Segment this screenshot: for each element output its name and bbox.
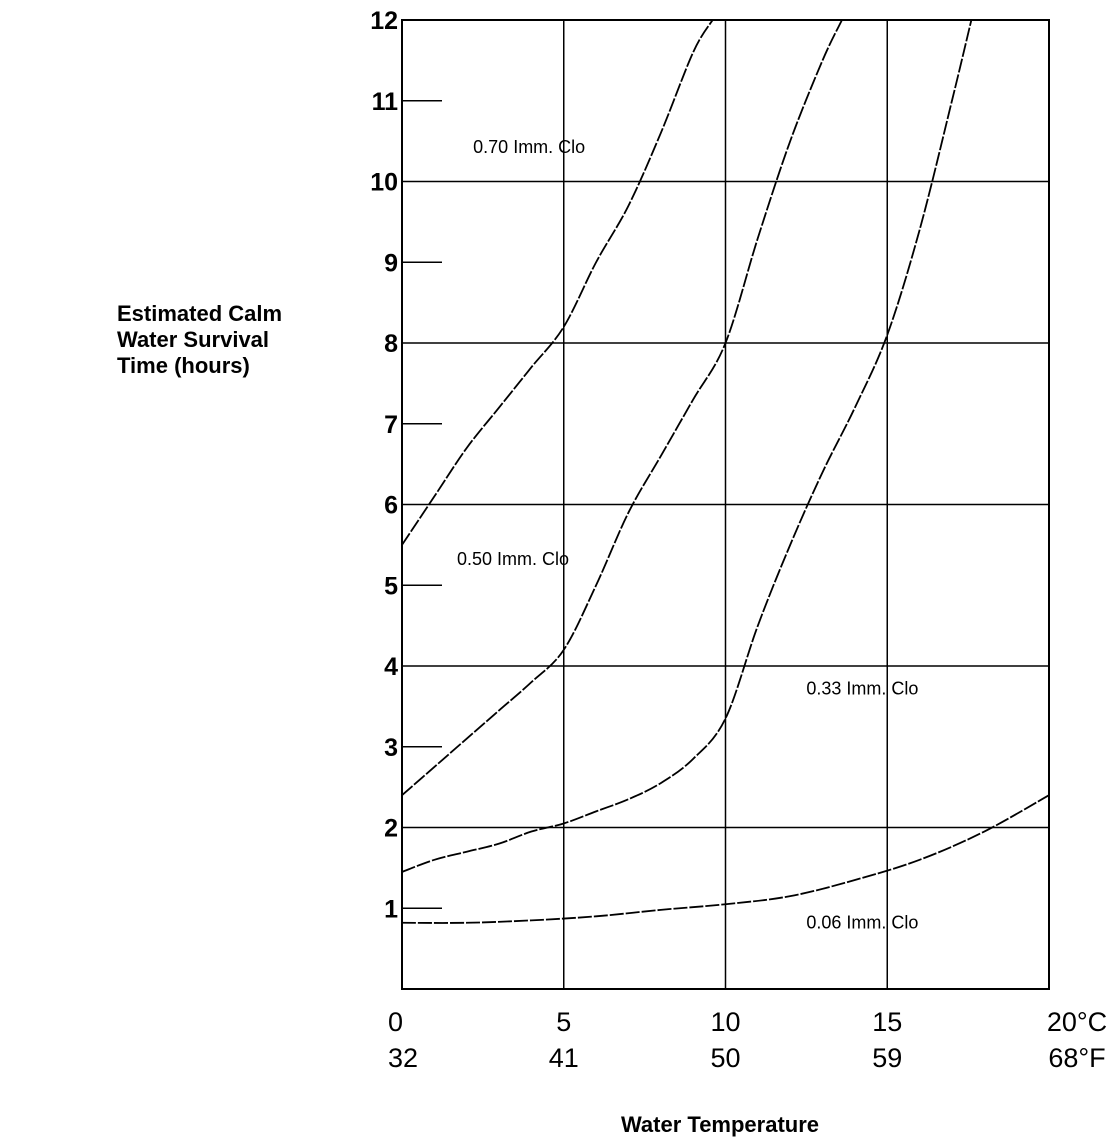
y-tick-label: 9: [384, 249, 398, 277]
survival-time-chart: 0.70 Imm. Clo 0.50 Imm. Clo 0.33 Imm. Clo 0…: [370, 7, 1107, 1073]
plot-frame: [401, 19, 1050, 990]
x-tick-label-celsius: 15: [872, 1007, 902, 1037]
curve-line: [401, 19, 714, 546]
x-tick-label-fahrenheit: 68°F: [1048, 1043, 1105, 1073]
y-axis-label-line-2: Water Survival: [117, 327, 270, 352]
y-axis-label-line-3: Time (hours): [117, 353, 250, 378]
y-tick-marks: [402, 19, 442, 909]
y-tick-label: 3: [384, 734, 398, 762]
curve-label: 0.70 Imm. Clo: [473, 137, 585, 157]
curve-label: 0.50 Imm. Clo: [457, 549, 569, 569]
curves: [401, 19, 1050, 924]
y-tick-label: 7: [384, 411, 398, 439]
x-tick-labels: 0 32 5 41 10 50 15 59 20°C 68°F: [388, 1007, 1107, 1073]
y-tick-label: 5: [384, 572, 398, 600]
x-tick-label-celsius: 10: [710, 1007, 740, 1037]
x-tick-label-fahrenheit: 59: [872, 1043, 902, 1073]
x-tick-label-celsius: 20°C: [1047, 1007, 1107, 1037]
curve-line: [401, 794, 1050, 924]
y-tick-label: 8: [384, 330, 398, 358]
curve-line: [401, 19, 973, 873]
y-tick-label: 2: [384, 815, 398, 843]
y-tick-label: 12: [370, 7, 398, 35]
y-tick-label: 4: [384, 653, 398, 681]
x-tick-label-fahrenheit: 50: [710, 1043, 740, 1073]
curve-labels: 0.70 Imm. Clo 0.50 Imm. Clo 0.33 Imm. Clo 0…: [457, 137, 918, 932]
y-tick-label: 6: [384, 492, 398, 520]
y-axis-label: Estimated Calm Water Survival Time (hour…: [117, 301, 337, 379]
x-tick-label-celsius: 0: [388, 1007, 403, 1037]
y-axis-label-line-1: Estimated Calm: [117, 301, 283, 326]
curve-label: 0.33 Imm. Clo: [806, 678, 918, 698]
grid-lines: [402, 20, 1049, 989]
x-axis-label: Water Temperature: [620, 1112, 820, 1137]
x-tick-label-celsius: 5: [556, 1007, 571, 1037]
x-tick-label-fahrenheit: 32: [388, 1043, 418, 1073]
y-tick-label: 1: [384, 895, 398, 923]
x-tick-label-fahrenheit: 41: [549, 1043, 579, 1073]
y-tick-label: 10: [370, 169, 398, 197]
curve-label: 0.06 Imm. Clo: [806, 912, 918, 932]
y-tick-label: 11: [372, 88, 399, 116]
curve-line: [401, 19, 843, 796]
